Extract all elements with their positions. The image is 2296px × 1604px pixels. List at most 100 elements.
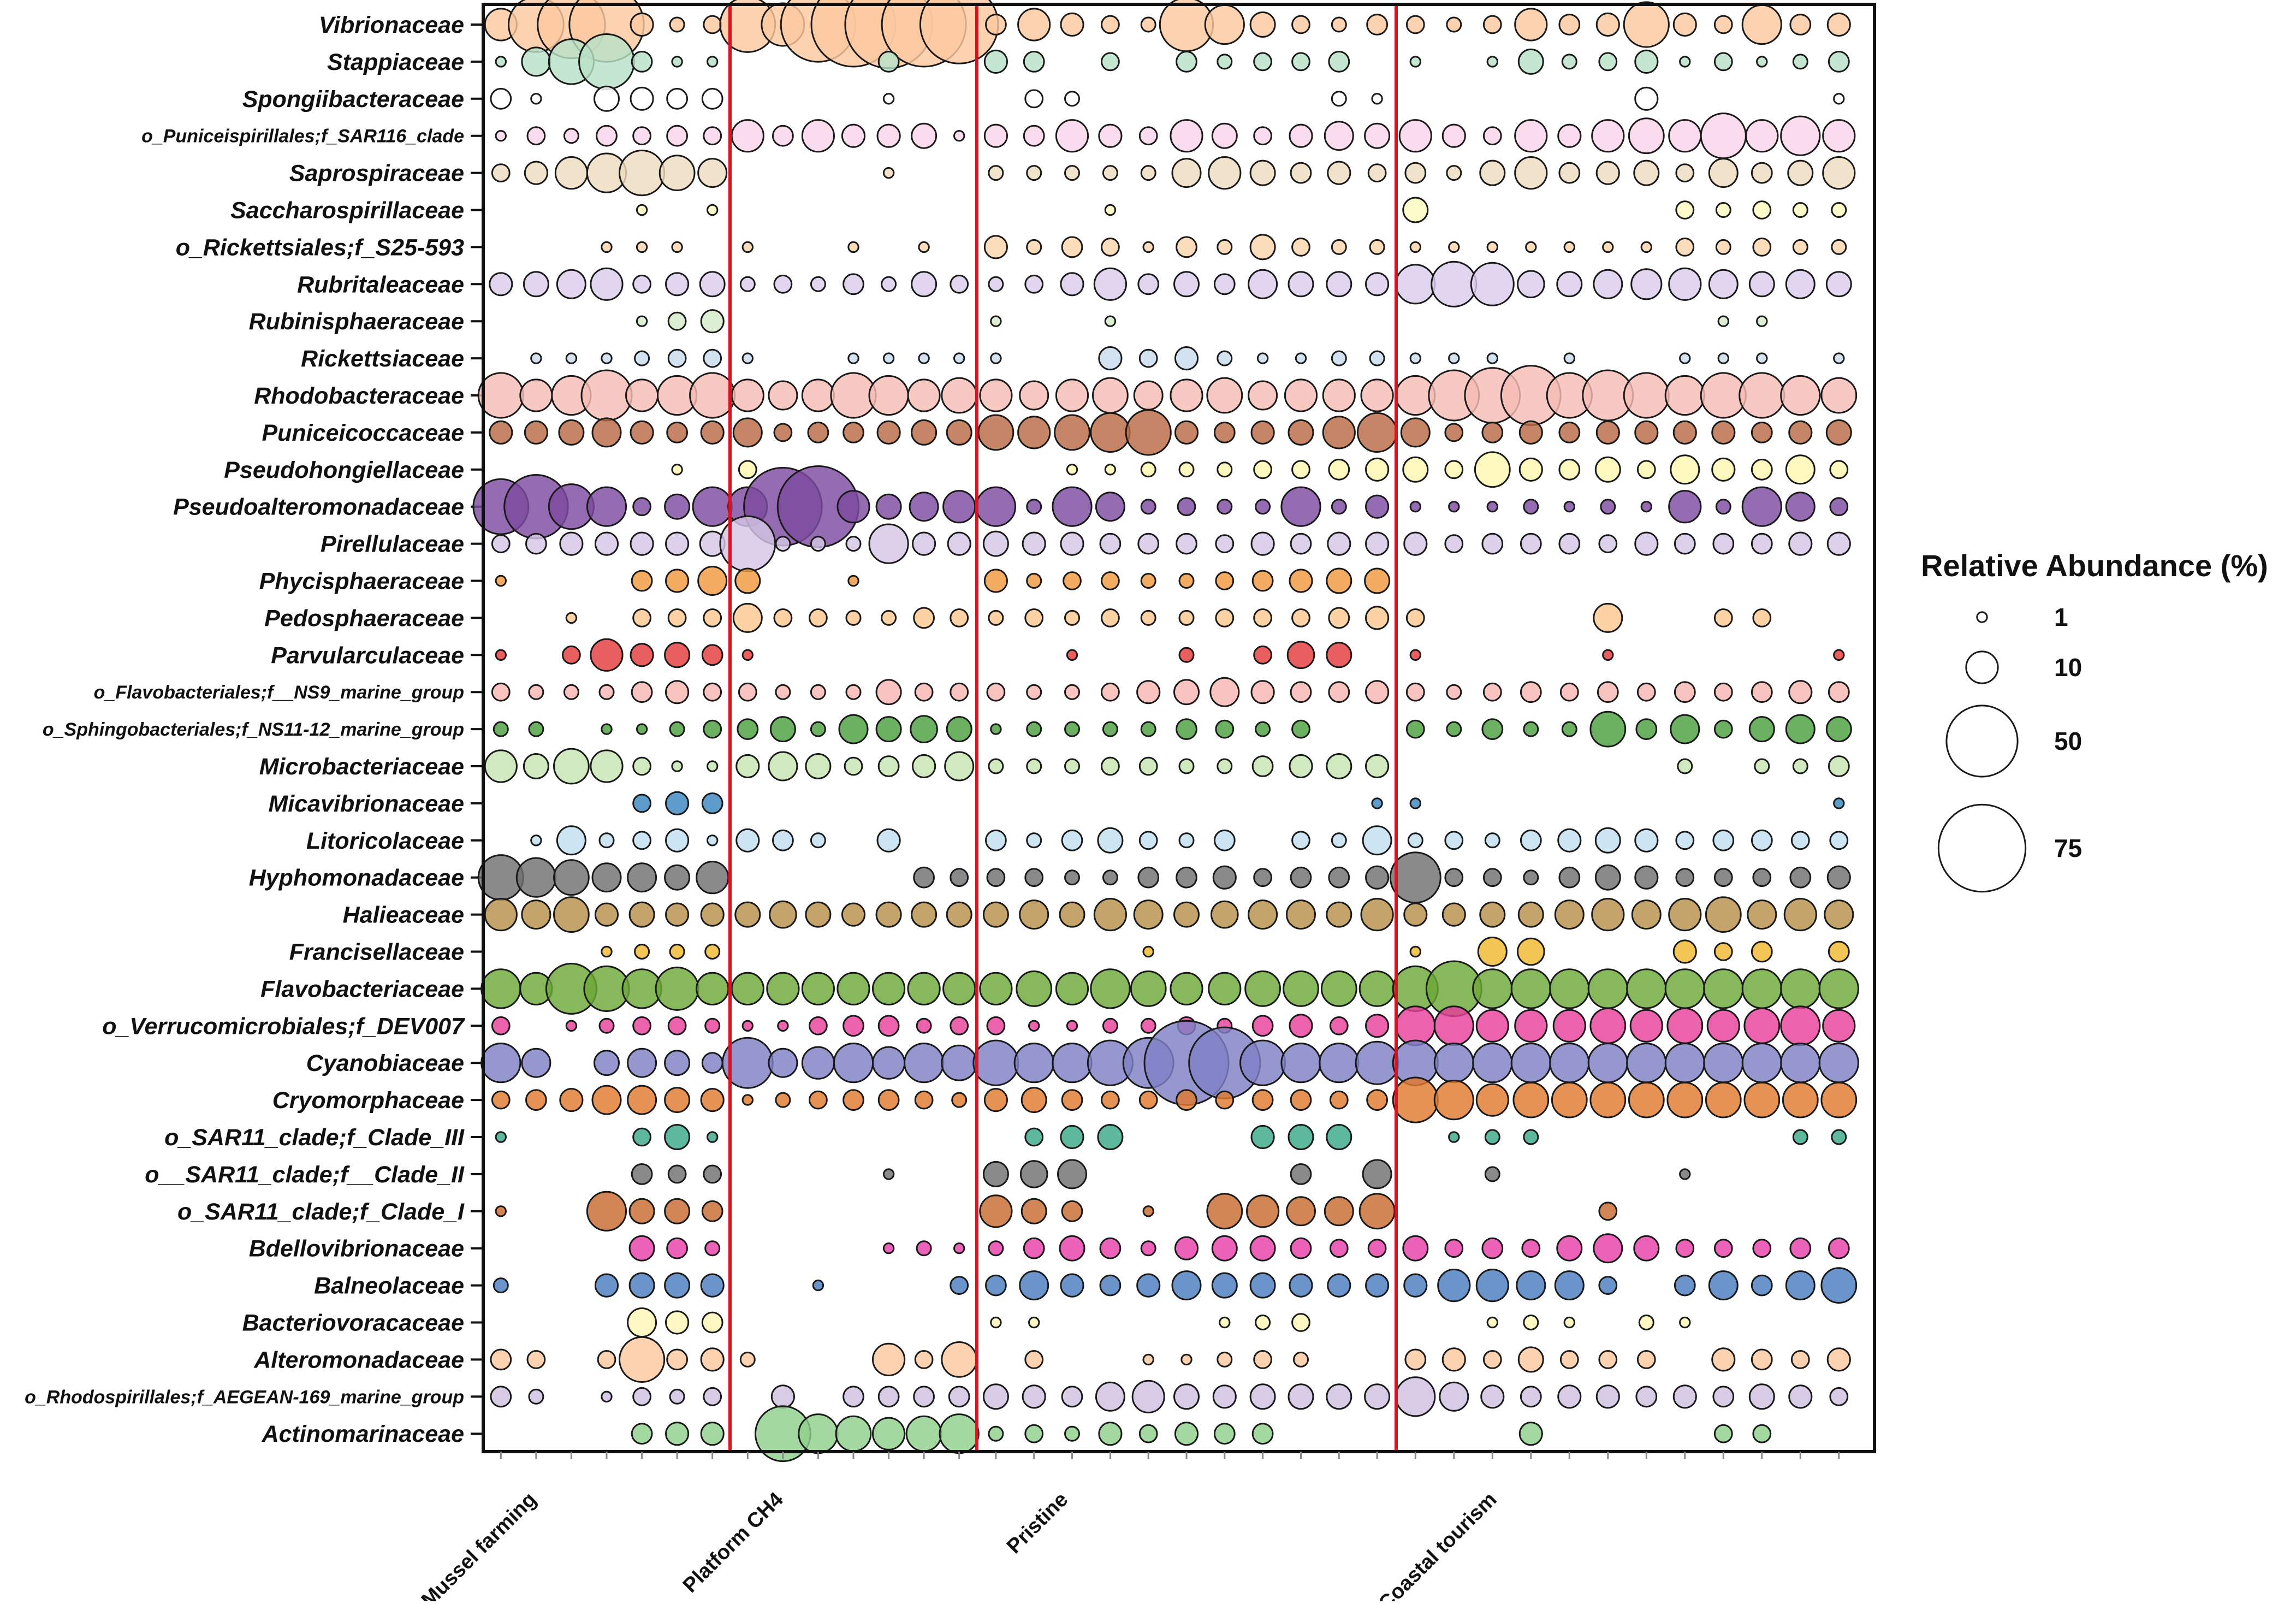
bubble [1595,1384,1620,1409]
bubble [1481,1237,1504,1259]
bubble [667,608,687,628]
bubble [565,612,578,624]
bubble [1751,458,1773,481]
bubble [1517,270,1545,299]
bubble [528,1388,544,1405]
row-label: Francisellaceae [289,939,464,966]
bubble [1251,1089,1274,1111]
bubble [1634,865,1659,890]
bubble [1831,202,1847,218]
row-label: o_Rhodospirillales;f_AEGEAN-169_marine_g… [25,1387,464,1407]
bubble [1365,531,1390,556]
bubble [1739,372,1785,419]
bubble [1715,499,1731,515]
bubble [735,754,760,779]
bubble [1142,1353,1154,1366]
bubble [1138,1424,1158,1443]
bubble [666,125,688,147]
bubble [556,825,586,856]
bubble [1140,1240,1156,1257]
bubble [1595,12,1620,37]
bubble [1743,1007,1781,1044]
bubble [1481,422,1504,443]
bubble [1217,499,1233,515]
bubbles [472,0,1859,1463]
bubble [1171,1270,1202,1301]
bubble [1712,829,1735,851]
bubble [528,721,544,737]
bubble [913,1386,935,1408]
bubble [1670,714,1700,744]
bubble [1664,968,1705,1009]
bubble [1482,868,1502,887]
bubble [1290,1089,1312,1111]
bubble [1063,571,1082,590]
bubble [1433,1043,1474,1084]
bubble [1017,8,1051,42]
bubble [1593,269,1623,299]
bubble [882,93,895,105]
bubble [939,1413,980,1454]
bubble [515,857,557,898]
bubble [1828,51,1850,73]
bubble [658,155,696,192]
group-label: Platform CH4 [679,1488,788,1597]
bubble [1829,497,1849,517]
bubble [1587,968,1628,1009]
bubble [1289,1273,1313,1298]
bubble [1792,758,1808,774]
bubble [1398,119,1432,153]
bubble [632,1016,651,1035]
bubble [1715,202,1731,218]
bubble [1102,721,1118,737]
bubble [985,1274,1007,1297]
bubble [628,1272,655,1299]
bubble [1510,1043,1551,1084]
bubble [1026,573,1042,589]
bubble [491,163,511,183]
bubble [1517,48,1544,75]
bubble [1137,273,1160,295]
bubble [769,716,796,743]
bubble [1517,937,1545,966]
bubble [1098,346,1123,371]
bubble [1587,1043,1628,1084]
bubble [558,419,585,446]
row-label: Pseudoalteromonadaceae [173,494,464,520]
bubble [1745,119,1779,153]
bubble [1136,1273,1161,1298]
bubble [882,167,895,179]
bubble [1712,1386,1735,1408]
bubble [1101,571,1120,590]
bubble [1101,15,1120,34]
bubble [868,523,909,564]
bubble [630,86,654,111]
bubble [1444,868,1464,887]
bubble [669,944,685,960]
bubble [738,460,757,480]
bubble [1486,501,1499,513]
legend-value: 50 [2054,727,2082,755]
bubble [1097,827,1124,854]
bubble [982,901,1009,928]
bubble [1140,573,1156,589]
bubble [913,607,935,629]
bubble [1824,899,1854,930]
bubble [1286,1196,1316,1227]
bubble [1433,1005,1474,1046]
bubble [1826,12,1851,37]
bubble [490,1348,512,1371]
bubble [1365,272,1390,297]
bubble [1633,159,1660,186]
bubble [1328,681,1350,703]
bubble [1820,1267,1858,1304]
row-label: Pirellulaceae [321,531,464,558]
bubble [1061,236,1083,258]
legend-bubble [1945,705,2019,778]
bubble [701,644,723,666]
bubble [1217,461,1233,478]
bubble [559,531,584,556]
bubble [1288,1124,1314,1150]
bubble [1674,1274,1696,1297]
